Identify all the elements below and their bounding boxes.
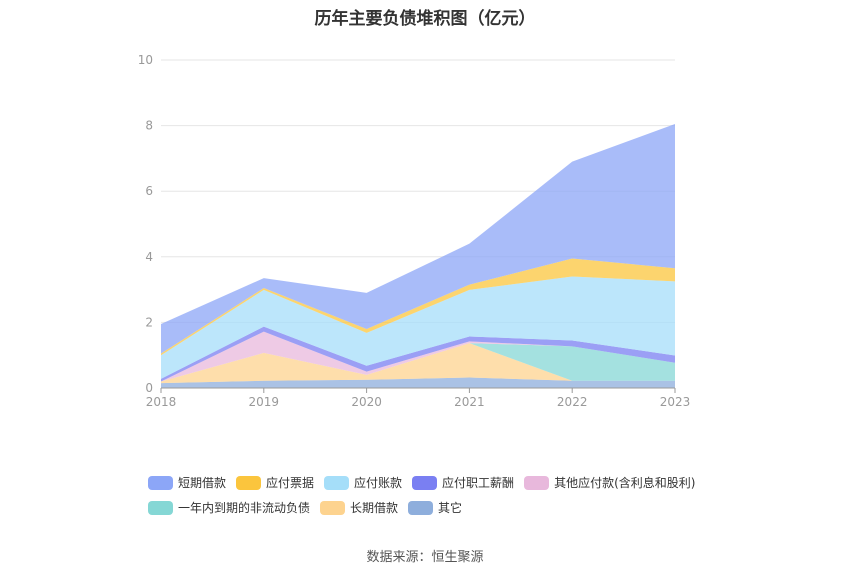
legend-item[interactable]: 一年内到期的非流动负债	[148, 499, 310, 516]
legend-swatch	[320, 500, 346, 515]
chart-title: 历年主要负债堆积图（亿元）	[314, 9, 536, 29]
y-tick-label: 2	[145, 315, 153, 329]
x-tick-label: 2018	[146, 395, 177, 409]
y-tick-label: 10	[138, 53, 153, 67]
legend-item[interactable]: 短期借款	[148, 474, 226, 491]
legend-row-2: 一年内到期的非流动负债 长期借款 其它	[148, 495, 768, 520]
legend-label: 一年内到期的非流动负债	[178, 501, 311, 515]
legend-label: 短期借款	[178, 476, 227, 490]
x-tick-label: 2022	[557, 395, 588, 409]
legend: 短期借款 应付票据 应付账款 应付职工薪酬 其他应付款(含利息和股利) 一年内到期的非流…	[148, 470, 768, 520]
area-series-5	[161, 276, 675, 379]
area-series	[161, 123, 675, 388]
y-tick-label: 8	[145, 119, 153, 133]
x-tick-label: 2021	[454, 395, 485, 409]
x-tick-label: 2023	[660, 395, 691, 409]
stacked-area-chart: 0 2 4 6 8 10 2018 2019 2020 2021 2022 2023	[138, 53, 691, 409]
legend-swatch	[148, 475, 173, 490]
legend-label: 应付职工薪酬	[442, 476, 515, 490]
y-tick-label: 0	[145, 381, 153, 395]
x-tick-label: 2019	[249, 395, 280, 409]
source-note: 数据来源：恒生聚源	[366, 550, 484, 565]
y-tick-label: 6	[145, 184, 153, 198]
legend-item[interactable]: 应付票据	[236, 474, 314, 491]
axes: 0 2 4 6 8 10 2018 2019 2020 2021 2022 2023	[138, 53, 691, 409]
y-tick-label: 4	[145, 250, 153, 264]
area-series-0	[161, 377, 675, 388]
area-series-3	[161, 331, 675, 382]
legend-swatch	[324, 475, 350, 490]
legend-item[interactable]: 应付账款	[324, 474, 402, 491]
legend-label: 应付账款	[354, 476, 403, 490]
legend-label: 其他应付款(含利息和股利)	[554, 476, 696, 490]
legend-item[interactable]: 应付职工薪酬	[412, 474, 514, 491]
legend-label: 应付票据	[266, 476, 315, 490]
area-series-7	[161, 123, 675, 354]
legend-swatch	[412, 475, 438, 490]
legend-swatch	[408, 500, 434, 515]
area-series-6	[161, 258, 675, 356]
legend-label: 长期借款	[350, 501, 399, 515]
x-tick-label: 2020	[351, 395, 382, 409]
area-series-2	[161, 343, 675, 382]
legend-swatch	[148, 500, 173, 515]
legend-label: 其它	[438, 501, 463, 515]
legend-item[interactable]: 其他应付款(含利息和股利)	[524, 474, 695, 491]
legend-swatch	[524, 475, 550, 490]
area-series-4	[161, 326, 675, 382]
legend-item[interactable]: 长期借款	[320, 499, 398, 516]
legend-swatch	[236, 475, 262, 490]
area-series-1	[161, 343, 675, 384]
legend-row-1: 短期借款 应付票据 应付账款 应付职工薪酬 其他应付款(含利息和股利)	[148, 470, 768, 495]
legend-item[interactable]: 其它	[408, 499, 462, 516]
